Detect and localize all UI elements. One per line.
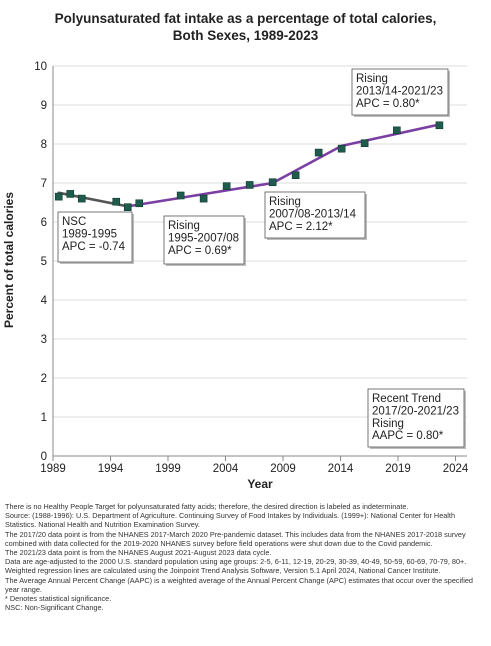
data-point: [112, 197, 121, 206]
y-tick-label: 6: [41, 217, 47, 229]
data-point: [291, 171, 300, 179]
y-tick-label: 4: [41, 295, 48, 307]
footnote-line: Weighted regression lines are calculated…: [5, 566, 441, 576]
annotation-line: 2017/20-2021/23: [372, 405, 459, 417]
data-point: [199, 194, 208, 203]
annotation-line: 2013/14-2021/23: [356, 85, 443, 97]
footnote-line: * Denotes statistical significance.: [5, 594, 112, 604]
annotation-line: Recent Trend: [372, 393, 441, 405]
chart-title-line-1: Polyunsaturated fat intake as a percenta…: [54, 11, 437, 26]
x-tick-label: 2014: [328, 463, 354, 475]
annotation-line: Rising: [356, 73, 388, 85]
y-tick-label: 8: [41, 139, 47, 151]
annotation-line: APC = -0.74: [62, 241, 126, 253]
footnote-line: Data are age-adjusted to the 2000 U.S. s…: [5, 557, 467, 567]
x-tick-label: 2009: [270, 463, 296, 475]
data-point: [314, 148, 323, 157]
chart-canvas: 0 1 2 3 4 5 6 7 8 9 10 1989 1994 1999 2004 2009 2014 2019…: [2, 61, 469, 491]
x-axis-label: Year: [247, 477, 273, 491]
data-point: [135, 199, 144, 208]
footnote-line: NSC: Non-Significant Change.: [5, 603, 104, 613]
data-point: [245, 181, 254, 189]
annotation-frame: [264, 191, 366, 239]
chart-title-line-2: Both Sexes, 1989-2023: [172, 28, 319, 43]
annotation-line: 1995-2007/08: [168, 232, 239, 244]
y-tick-label: 7: [41, 178, 47, 190]
y-tick-label: 2: [41, 373, 47, 385]
annotation-line: 2007/08-2013/14: [269, 208, 357, 220]
data-points: [54, 121, 444, 211]
data-point: [268, 178, 277, 187]
x-tick-label: 2024: [443, 463, 469, 475]
annotation-frame: [367, 388, 465, 448]
y-tick-label: 1: [41, 412, 47, 424]
annotation-line: AAPC = 0.80*: [372, 430, 444, 442]
trend-lines: [57, 123, 441, 208]
x-tick-label: 2004: [213, 463, 239, 475]
footnotes: There is no Healthy People Target for po…: [5, 502, 487, 612]
footnote-line: There is no Healthy People Target for po…: [5, 502, 409, 511]
data-point: [176, 191, 185, 200]
data-point: [77, 194, 86, 203]
footnote-line: The 2021/23 data point is from the NHANE…: [5, 548, 272, 558]
annotation-line: Rising: [269, 196, 301, 208]
y-tick-label: 3: [41, 334, 47, 346]
x-tick-label: 1999: [155, 463, 181, 475]
data-point: [123, 203, 132, 211]
y-tick-label: 10: [34, 61, 47, 73]
x-tick-label: 1989: [40, 463, 66, 475]
data-point: [360, 139, 369, 148]
footnote-line: The 2017/20 data point is from the NHANE…: [5, 529, 466, 548]
trend-segment: [340, 123, 441, 148]
footnote-line: Source: (1988-1996): U.S. Department of …: [5, 511, 456, 530]
annotation-line: 1989-1995: [62, 228, 117, 240]
data-point: [393, 126, 401, 135]
x-tick-label: 1994: [98, 463, 124, 475]
annotation-frame: [57, 211, 133, 263]
annotation-line: Rising: [168, 220, 200, 232]
annotation-line: NSC: [62, 216, 86, 228]
annotation-line: Rising: [372, 418, 404, 430]
data-point: [66, 190, 75, 198]
axes: 0 1 2 3 4 5 6 7 8 9 10 1989 1994 1999 2004 2009 2014 2019…: [34, 61, 469, 475]
data-point: [54, 192, 63, 201]
annotation-frame: [163, 215, 245, 265]
annotation-line: APC = 2.12*: [269, 221, 333, 233]
data-point: [337, 144, 346, 153]
footnote-line: The Average Annual Percent Change (AAPC)…: [5, 575, 473, 594]
data-point: [222, 182, 231, 190]
annotation-frame: [351, 68, 449, 116]
trend-segment: [271, 144, 343, 185]
chart-title: Polyunsaturated fat intake as a percenta…: [0, 10, 491, 44]
y-tick-label: 9: [41, 100, 47, 112]
y-axis-label: Percent of total calories: [2, 192, 16, 328]
annotation-line: APC = 0.80*: [356, 98, 420, 110]
data-point: [435, 121, 444, 130]
annotation-line: APC = 0.69*: [168, 245, 232, 257]
y-tick-label: 0: [41, 451, 47, 463]
x-tick-label: 2019: [385, 463, 411, 475]
y-tick-label: 5: [41, 256, 47, 268]
